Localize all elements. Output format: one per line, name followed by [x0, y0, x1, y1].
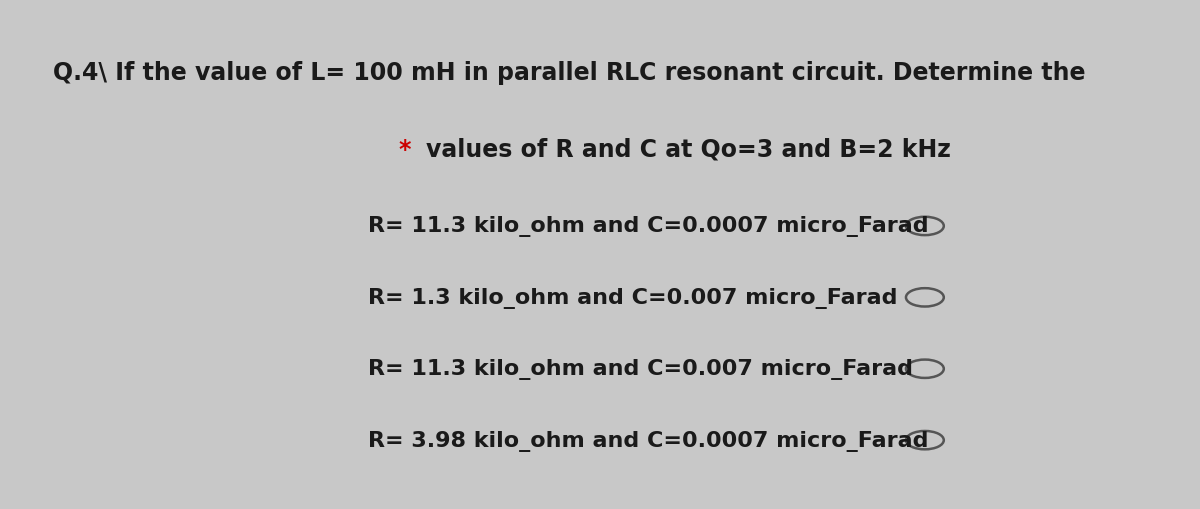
Text: R= 11.3 kilo_ohm and C=0.0007 micro_Farad: R= 11.3 kilo_ohm and C=0.0007 micro_Fara… — [368, 216, 929, 237]
Text: R= 1.3 kilo_ohm and C=0.007 micro_Farad: R= 1.3 kilo_ohm and C=0.007 micro_Farad — [368, 287, 898, 308]
Text: *: * — [400, 137, 420, 161]
Text: R= 11.3 kilo_ohm and C=0.007 micro_Farad: R= 11.3 kilo_ohm and C=0.007 micro_Farad — [368, 358, 913, 380]
Text: values of R and C at Qo=3 and B=2 kHz: values of R and C at Qo=3 and B=2 kHz — [426, 137, 950, 161]
Text: R= 3.98 kilo_ohm and C=0.0007 micro_Farad: R= 3.98 kilo_ohm and C=0.0007 micro_Fara… — [368, 430, 929, 451]
Text: Q.4\ If the value of L= 100 mH in parallel RLC resonant circuit. Determine the: Q.4\ If the value of L= 100 mH in parall… — [53, 61, 1085, 85]
